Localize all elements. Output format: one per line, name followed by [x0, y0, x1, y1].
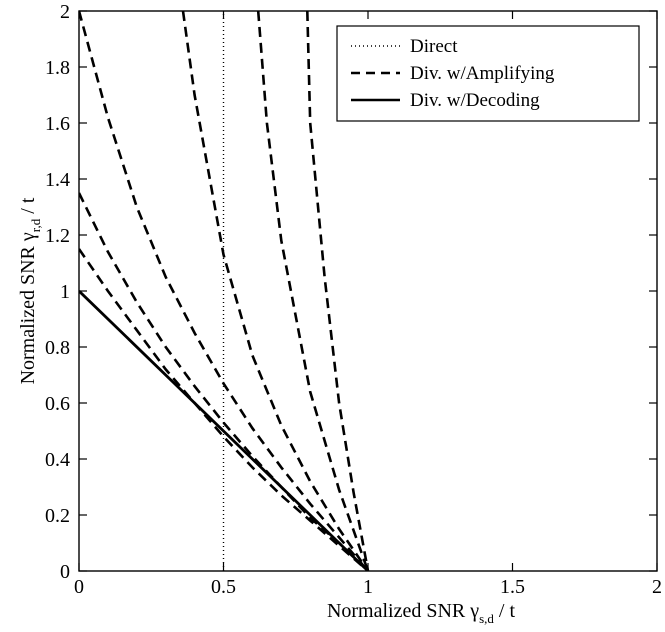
series-1-curve-5: [306, 11, 370, 571]
series-1-curve-2: [79, 11, 369, 571]
y-tick-label: 0.2: [45, 505, 70, 527]
y-tick-label: 1.8: [45, 57, 70, 79]
y-tick-label: 0: [60, 561, 70, 583]
x-axis-label-main: Normalized SNR γ: [327, 600, 479, 622]
series-2-curve-0: [79, 289, 369, 571]
y-tick-label: 1.6: [45, 113, 70, 135]
x-tick-label: 0.5: [211, 576, 236, 598]
y-tick-label: 1.2: [45, 225, 70, 247]
y-tick-label: 1.4: [45, 169, 70, 191]
y-tick-label: 2: [60, 1, 70, 23]
x-tick-label: 0: [74, 576, 84, 598]
y-axis-label: Normalized SNR γr,d / t: [17, 197, 43, 384]
y-axis-label-main: Normalized SNR γ: [17, 232, 39, 384]
x-tick-label: 2: [652, 576, 662, 598]
y-tick-label: 1: [60, 281, 70, 303]
y-tick-label: 0.8: [45, 337, 70, 359]
series-1-curve-0: [79, 248, 369, 571]
legend-label-direct: Direct: [410, 36, 458, 57]
y-tick-label: 0.4: [45, 449, 70, 471]
series-1-curve-1: [79, 192, 369, 571]
legend-label-decoding: Div. w/Decoding: [410, 90, 540, 111]
series-1-curve-3: [181, 11, 370, 571]
x-tick-label: 1: [363, 576, 373, 598]
y-axis-label-sub: r,d: [28, 218, 43, 232]
y-tick-label: 0.6: [45, 393, 70, 415]
x-axis-label-sub: s,d: [479, 611, 494, 626]
x-axis-label-tail: / t: [494, 600, 516, 622]
plot-curves: [79, 11, 370, 571]
x-axis-label: Normalized SNR γs,d / t: [327, 600, 516, 626]
legend: Direct Div. w/Amplifying Div. w/Decoding: [336, 25, 640, 122]
x-tick-label: 1.5: [500, 576, 525, 598]
series-1-curve-4: [256, 11, 370, 571]
y-axis-label-tail: / t: [17, 197, 39, 219]
axis-ticks: 0 0.5 1 1.5 2 0 0.2 0.4 0.6 0.8 1 1.2 1.4 1.6 1.8 2: [45, 1, 662, 598]
legend-label-amplifying: Div. w/Amplifying: [410, 63, 555, 84]
